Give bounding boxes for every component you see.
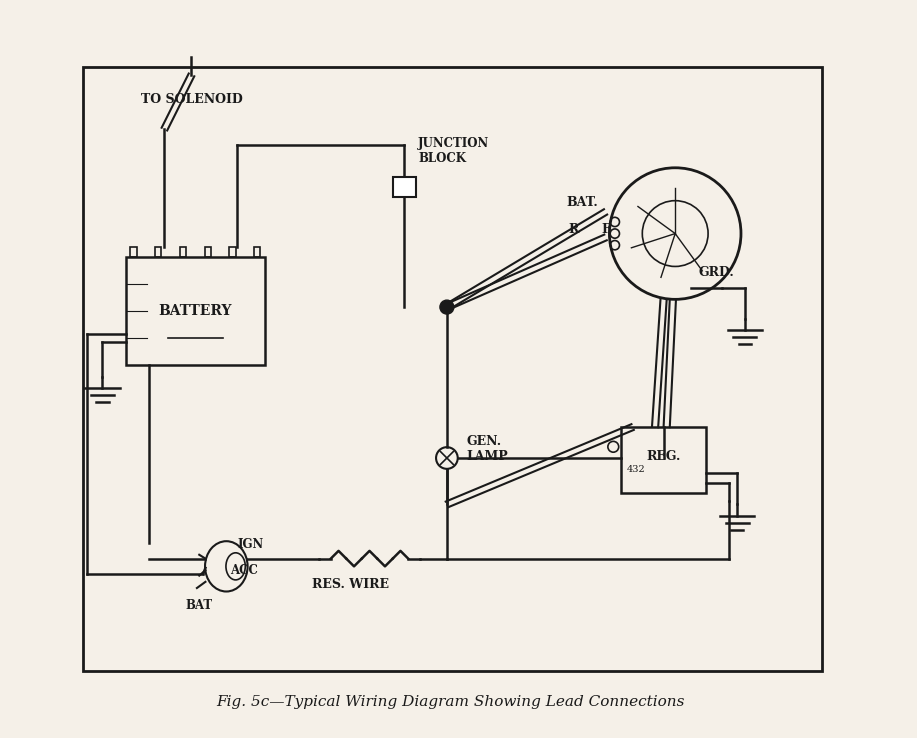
- Text: RES. WIRE: RES. WIRE: [312, 578, 389, 591]
- Bar: [204, 247, 211, 257]
- Text: IGN: IGN: [238, 538, 264, 551]
- Text: Fig. 5c—Typical Wiring Diagram Showing Lead Connections: Fig. 5c—Typical Wiring Diagram Showing L…: [216, 694, 685, 708]
- Bar: [126, 257, 265, 365]
- Text: BAT: BAT: [185, 599, 213, 612]
- Text: GEN.
LAMP: GEN. LAMP: [466, 435, 508, 463]
- Bar: [229, 247, 236, 257]
- Text: BATTERY: BATTERY: [159, 304, 232, 318]
- Bar: [254, 247, 260, 257]
- Text: F: F: [602, 223, 611, 236]
- Bar: [392, 177, 416, 197]
- Text: BAT.: BAT.: [567, 196, 599, 209]
- Bar: [180, 247, 186, 257]
- Text: GRD.: GRD.: [699, 266, 735, 279]
- Text: JUNCTION
BLOCK: JUNCTION BLOCK: [418, 137, 490, 165]
- Circle shape: [440, 300, 454, 314]
- Bar: [155, 247, 161, 257]
- Bar: [621, 427, 706, 493]
- Text: ACC: ACC: [230, 564, 258, 576]
- Bar: [83, 67, 823, 671]
- Text: REG.: REG.: [646, 449, 680, 463]
- Text: 432: 432: [627, 465, 646, 474]
- Text: R: R: [569, 223, 579, 236]
- Bar: [130, 247, 137, 257]
- Text: TO SOLENOID: TO SOLENOID: [140, 93, 242, 106]
